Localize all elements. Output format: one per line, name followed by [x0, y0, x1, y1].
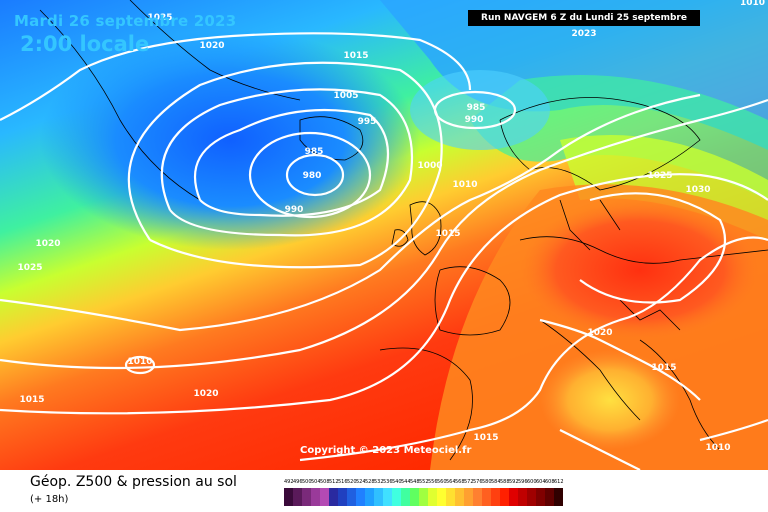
isobar-label: 985	[305, 147, 324, 157]
scale-swatch	[473, 488, 482, 506]
scale-tick-label: 536	[383, 479, 393, 485]
isobar-label: 980	[303, 171, 322, 181]
scale-tick-label: 528	[365, 479, 375, 485]
isobar-label: 1020	[35, 239, 60, 249]
scale-swatch	[509, 488, 518, 506]
scale-swatch	[500, 488, 509, 506]
isobar-label: 1015	[651, 363, 676, 373]
scale-swatch	[284, 488, 293, 506]
isobar-label: 985	[467, 103, 486, 113]
scale-tick-label: 612	[554, 479, 564, 485]
isobar-label: 1010	[127, 357, 152, 367]
isobar-label: 995	[358, 117, 377, 127]
isobars	[0, 32, 768, 470]
scale-swatch	[536, 488, 545, 506]
edge-isobar-label: 1010	[740, 0, 766, 8]
isobar-label: 1010	[452, 180, 477, 190]
map-title: Géop. Z500 & pression au sol	[30, 474, 237, 490]
scale-tick-label: 600	[527, 479, 537, 485]
scale-swatch	[329, 488, 338, 506]
scale-swatch	[365, 488, 374, 506]
isobar-label: 1015	[343, 51, 368, 61]
scale-swatch	[437, 488, 446, 506]
scale-tick-label: 512	[329, 479, 339, 485]
scale-swatch	[518, 488, 527, 506]
isobar-label: 1015	[19, 395, 44, 405]
scale-swatch	[338, 488, 347, 506]
isobar-label: 1015	[435, 229, 460, 239]
geopotential-map: 1025 1020 1015 1005 995 985 980 990 985 990 1000 10…	[0, 0, 768, 470]
forecast-time: 2:00 locale	[20, 32, 150, 56]
scale-tick-label: 572	[464, 479, 474, 485]
isobar-label: 1030	[685, 185, 710, 195]
scale-tick-label: 520	[347, 479, 357, 485]
scale-tick-label: 568	[455, 479, 465, 485]
scale-tick-label: 492	[284, 479, 294, 485]
scale-swatch	[554, 488, 563, 506]
scale-swatch	[383, 488, 392, 506]
forecast-offset: (+ 18h)	[30, 494, 69, 505]
color-scale-bar	[284, 488, 563, 506]
scale-tick-label: 564	[446, 479, 456, 485]
forecast-date: Mardi 26 septembre 2023	[14, 12, 237, 30]
scale-swatch	[401, 488, 410, 506]
legend-footer: Géop. Z500 & pression au sol (+ 18h) 492…	[0, 470, 768, 512]
scale-swatch	[302, 488, 311, 506]
scale-swatch	[482, 488, 491, 506]
isobar-label: 1010	[705, 443, 730, 453]
scale-tick-label: 608	[545, 479, 555, 485]
scale-tick-label: 540	[392, 479, 402, 485]
scale-tick-label: 552	[419, 479, 429, 485]
scale-tick-label: 556	[428, 479, 438, 485]
scale-tick-label: 544	[401, 479, 411, 485]
scale-swatch	[446, 488, 455, 506]
isobar-label: 1000	[417, 161, 442, 171]
scale-swatch	[455, 488, 464, 506]
scale-tick-label: 560	[437, 479, 447, 485]
isobar-label: 1025	[147, 13, 172, 23]
scale-tick-label: 504	[311, 479, 321, 485]
scale-swatch	[410, 488, 419, 506]
scale-swatch	[293, 488, 302, 506]
scale-swatch	[320, 488, 329, 506]
scale-swatch	[419, 488, 428, 506]
scale-tick-label: 604	[536, 479, 546, 485]
isobar-label: 990	[285, 205, 304, 215]
scale-swatch	[491, 488, 500, 506]
scale-tick-label: 508	[320, 479, 330, 485]
scale-tick-label: 576	[473, 479, 483, 485]
scale-tick-label: 548	[410, 479, 420, 485]
copyright-notice: Copyright © 2023 Meteociel.fr	[300, 445, 472, 456]
scale-swatch	[545, 488, 554, 506]
scale-tick-label: 516	[338, 479, 348, 485]
scale-tick-label: 584	[491, 479, 501, 485]
isobar-label: 1015	[473, 433, 498, 443]
scale-tick-label: 596	[518, 479, 528, 485]
scale-swatch	[392, 488, 401, 506]
scale-swatch	[527, 488, 536, 506]
scale-tick-label: 496	[293, 479, 303, 485]
scale-swatch	[464, 488, 473, 506]
isobar-label: 1020	[587, 328, 612, 338]
scale-tick-label: 524	[356, 479, 366, 485]
scale-tick-label: 588	[500, 479, 510, 485]
isobar-label: 1020	[199, 41, 224, 51]
scale-swatch	[356, 488, 365, 506]
scale-tick-label: 532	[374, 479, 384, 485]
scale-swatch	[374, 488, 383, 506]
scale-swatch	[428, 488, 437, 506]
scale-swatch	[311, 488, 320, 506]
isobar-label: 990	[465, 115, 484, 125]
scale-tick-label: 580	[482, 479, 492, 485]
isobar-label: 1020	[193, 389, 218, 399]
scale-tick-label: 500	[302, 479, 312, 485]
isobar-labels: 1025 1020 1015 1005 995 985 980 990 985 990 1000 10…	[17, 13, 730, 453]
isobar-label: 1005	[333, 91, 358, 101]
isobar-label: 1025	[647, 171, 672, 181]
run-info: Run NAVGEM 6 Z du Lundi 25 septembre 202…	[468, 10, 700, 39]
isobar-label: 1025	[17, 263, 42, 273]
scale-swatch	[347, 488, 356, 506]
scale-tick-label: 592	[509, 479, 519, 485]
